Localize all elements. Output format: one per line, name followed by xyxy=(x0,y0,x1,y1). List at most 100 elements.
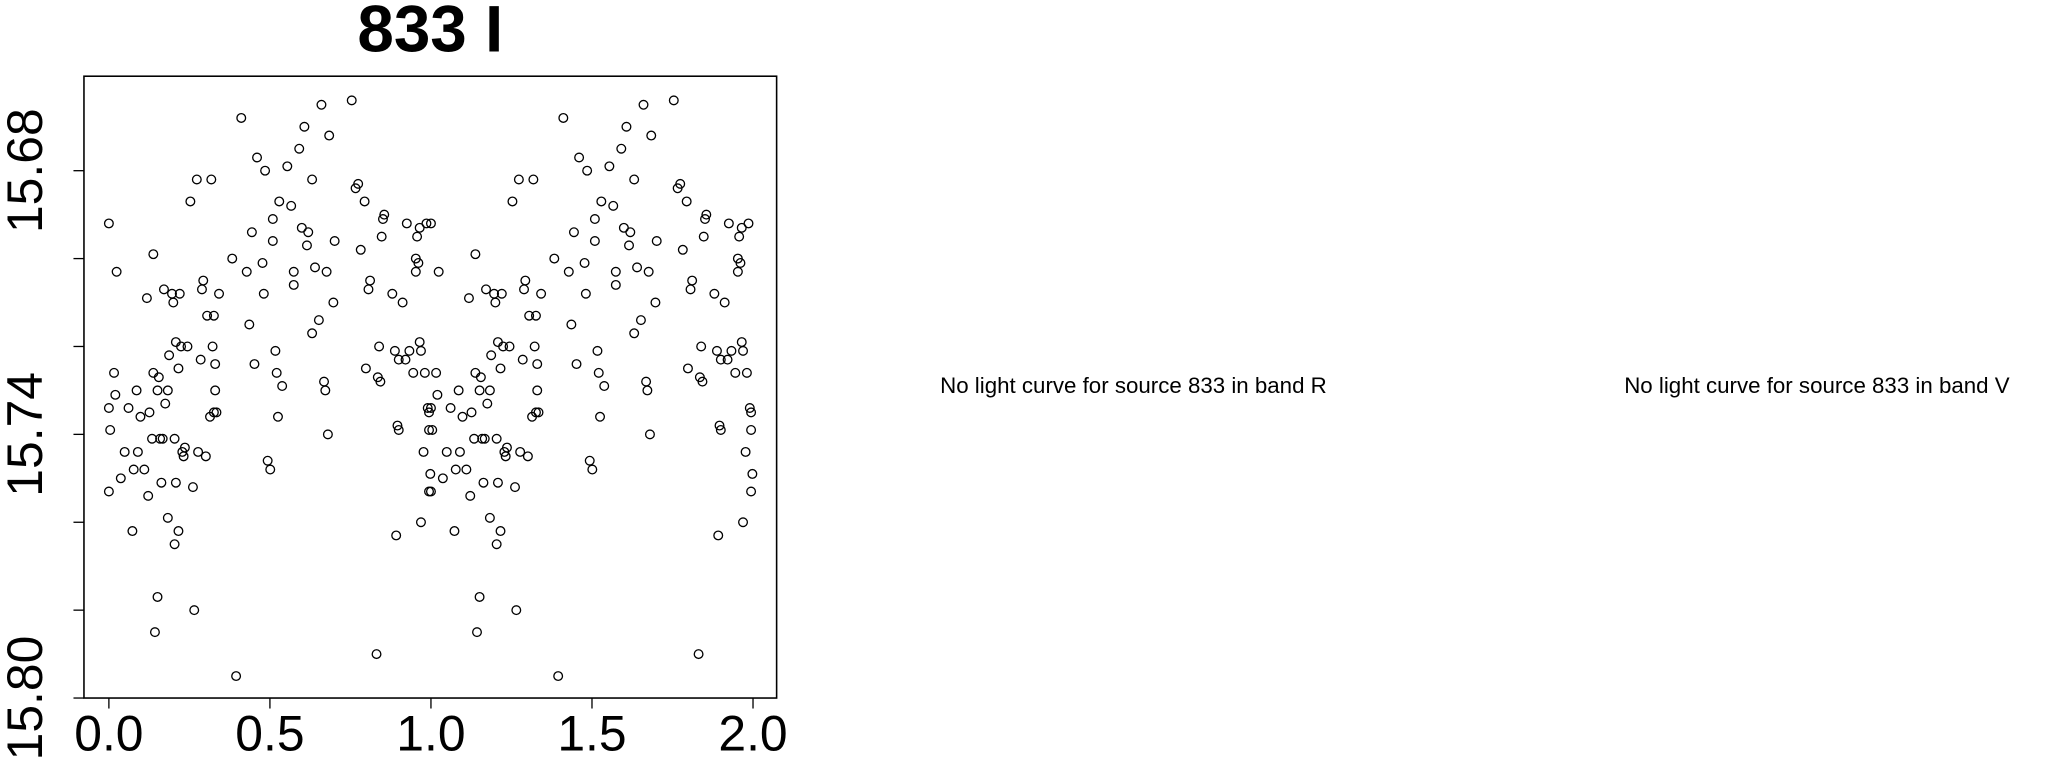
data-point xyxy=(427,424,438,435)
x-tick-label: 1.0 xyxy=(396,706,465,762)
data-point xyxy=(486,350,497,361)
data-point xyxy=(299,121,310,132)
data-point xyxy=(208,407,219,418)
data-point xyxy=(681,196,692,207)
data-point xyxy=(182,341,193,352)
x-tick-label: 0.0 xyxy=(74,706,143,762)
data-point xyxy=(698,231,709,242)
data-point xyxy=(267,214,278,225)
data-point xyxy=(746,407,757,418)
data-point xyxy=(410,266,421,277)
data-point xyxy=(484,385,495,396)
data-point xyxy=(119,446,130,457)
data-point xyxy=(571,359,582,370)
data-point xyxy=(141,293,152,304)
data-point xyxy=(616,143,627,154)
data-point xyxy=(103,403,114,413)
data-point xyxy=(144,407,155,418)
data-point xyxy=(415,517,426,528)
data-point xyxy=(375,376,386,387)
data-point xyxy=(265,464,276,475)
data-point xyxy=(592,345,603,356)
data-point xyxy=(501,442,512,453)
data-point xyxy=(164,350,175,361)
data-point xyxy=(319,376,330,387)
data-point xyxy=(210,385,221,396)
data-point xyxy=(596,196,607,207)
data-point xyxy=(709,288,720,299)
data-point xyxy=(207,341,218,352)
data-point xyxy=(425,468,436,479)
data-point xyxy=(582,165,593,176)
data-point xyxy=(465,490,476,501)
data-point xyxy=(155,433,166,444)
data-point xyxy=(697,376,708,387)
data-point xyxy=(393,424,404,435)
data-point xyxy=(294,143,305,154)
data-point xyxy=(747,468,758,479)
data-point xyxy=(579,257,590,268)
data-point xyxy=(432,389,443,400)
data-point xyxy=(153,372,164,383)
data-point xyxy=(158,284,169,295)
data-point xyxy=(425,218,436,229)
data-point xyxy=(433,266,444,277)
data-point xyxy=(475,372,486,383)
data-point xyxy=(629,174,640,185)
y-tick-label: 15.74 xyxy=(0,372,53,497)
data-point xyxy=(593,367,604,378)
data-point xyxy=(200,451,211,462)
data-point xyxy=(157,433,168,444)
no-data-message: No light curve for source 833 in band V xyxy=(1624,373,2010,398)
data-point xyxy=(310,262,320,273)
plot-frame xyxy=(83,75,778,699)
data-point xyxy=(524,310,535,321)
data-point xyxy=(152,385,163,396)
data-point xyxy=(353,178,364,189)
data-point xyxy=(491,433,502,444)
data-point xyxy=(282,161,293,172)
data-point xyxy=(389,345,400,356)
data-point xyxy=(424,424,435,435)
data-point xyxy=(492,477,503,488)
data-point xyxy=(529,341,540,352)
data-point xyxy=(149,627,160,638)
data-point xyxy=(461,464,472,475)
data-point xyxy=(504,341,515,352)
data-point xyxy=(424,407,435,418)
y-tick-label: 15.80 xyxy=(0,636,53,761)
data-point xyxy=(441,446,452,457)
data-point xyxy=(496,288,507,299)
data-point xyxy=(156,477,167,488)
data-point xyxy=(425,486,436,497)
data-point xyxy=(513,174,524,185)
data-point xyxy=(260,165,271,176)
data-point xyxy=(270,345,281,356)
data-point xyxy=(574,152,585,163)
data-point xyxy=(519,284,530,295)
data-point xyxy=(377,214,388,225)
data-point xyxy=(530,310,541,321)
data-point xyxy=(495,363,506,374)
data-point xyxy=(191,174,202,185)
data-point xyxy=(128,464,139,475)
data-point xyxy=(624,240,635,251)
data-point xyxy=(643,266,654,277)
data-point xyxy=(179,442,190,453)
data-point xyxy=(532,359,543,370)
data-point xyxy=(566,319,577,330)
data-point xyxy=(484,512,495,523)
data-point xyxy=(195,354,206,365)
data-point xyxy=(257,257,268,268)
data-point xyxy=(511,605,522,616)
data-point xyxy=(249,359,260,370)
data-point xyxy=(507,196,518,207)
data-point xyxy=(324,130,335,141)
data-point xyxy=(595,411,606,422)
data-point xyxy=(568,227,579,238)
data-point xyxy=(413,257,424,268)
data-point xyxy=(650,297,661,308)
data-point xyxy=(288,266,299,277)
